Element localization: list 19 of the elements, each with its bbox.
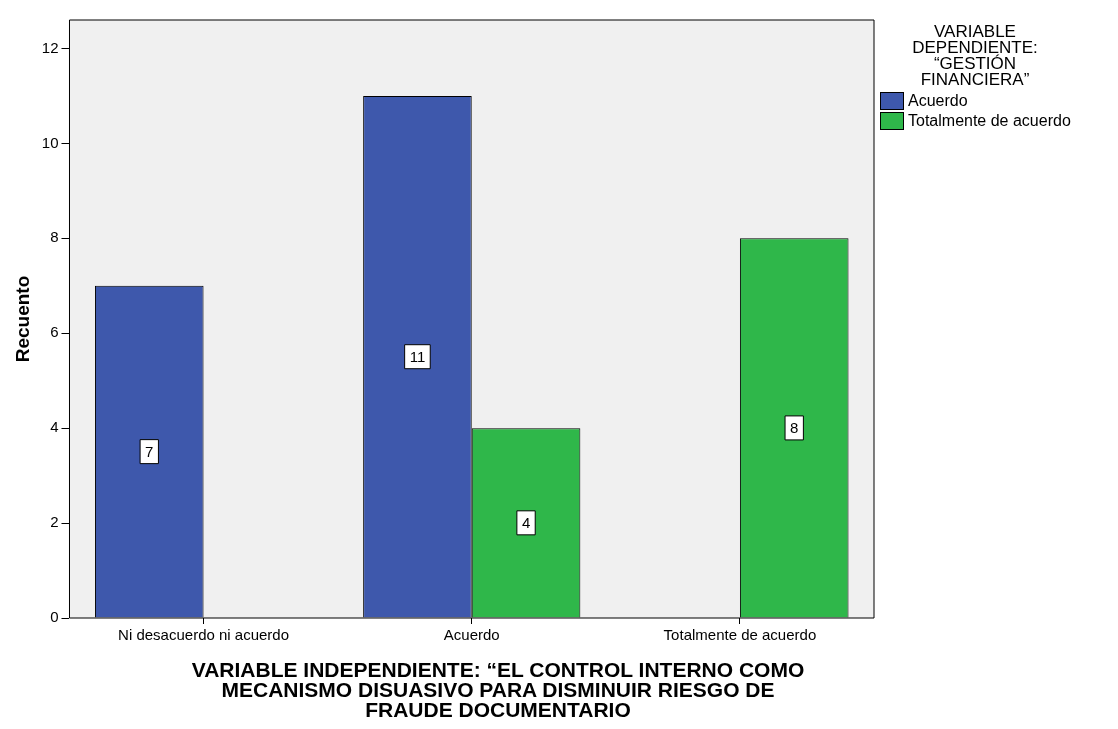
x-tick-label: Totalmente de acuerdo — [663, 626, 817, 644]
legend-label: Totalmente de acuerdo — [908, 112, 1071, 130]
y-tick-label: 4 — [50, 418, 59, 436]
y-tick-label: 12 — [41, 38, 59, 56]
y-tick-label: 10 — [41, 133, 59, 151]
x-tick-label: Ni desacuerdo ni acuerdo — [118, 626, 290, 644]
x-tick-label: Acuerdo — [443, 626, 500, 644]
y-tick-label: 6 — [50, 323, 59, 341]
y-axis-title: Recuento — [11, 275, 33, 363]
y-tick-label: 2 — [50, 513, 59, 531]
legend-label: Acuerdo — [908, 92, 968, 110]
y-tick-label: 0 — [50, 608, 59, 626]
x-axis-title: VARIABLE INDEPENDIENTE: “EL CONTROL INTERNO COMO MECANISMO DISUASIVO PARA DISMINUIR RIESGO DE FRAUDE DOCUMENTARIO — [190, 658, 806, 721]
data-label: 7 — [145, 442, 154, 460]
legend-title: VARIABLE DEPENDIENTE: “GESTIÓN FINANCIERA” — [911, 22, 1039, 89]
data-label: 11 — [409, 347, 426, 365]
data-label: 4 — [521, 513, 531, 531]
y-tick-label: 8 — [50, 228, 59, 246]
data-label: 8 — [790, 419, 799, 437]
